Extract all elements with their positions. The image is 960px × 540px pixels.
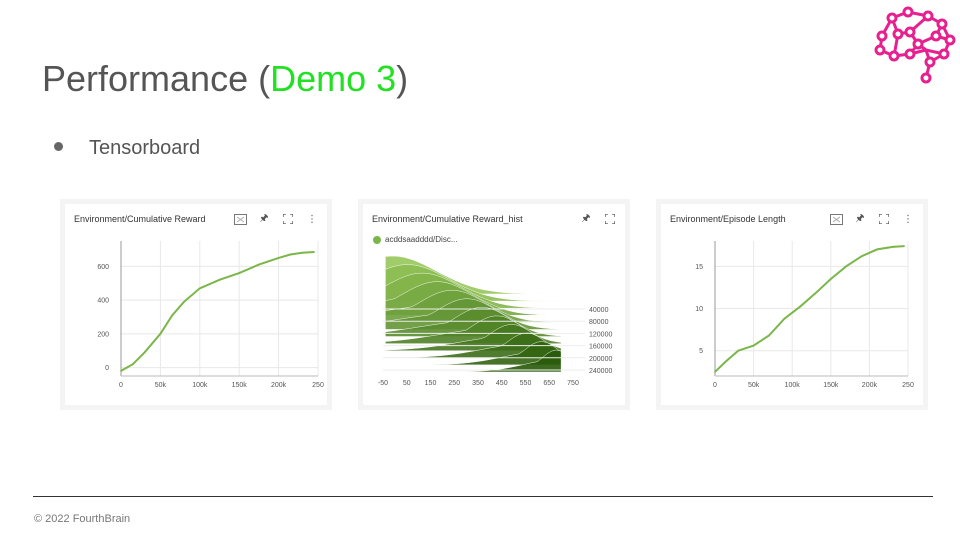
brain-logo-icon bbox=[874, 6, 956, 84]
footer-copyright: © 2022 FourthBrain bbox=[34, 513, 131, 525]
fit-icon[interactable] bbox=[829, 213, 843, 225]
data-point bbox=[830, 278, 832, 280]
data-point bbox=[876, 248, 878, 251]
x-tick-label: 550 bbox=[520, 380, 532, 387]
data-point bbox=[768, 334, 770, 337]
step-tick-label: 200000 bbox=[589, 356, 612, 363]
histogram-layer bbox=[385, 332, 562, 359]
data-point bbox=[301, 252, 304, 254]
title-main: Performance ( bbox=[42, 58, 271, 99]
chart-card-cumulative-reward: Environment/Cumulative Reward 🖈 ⋮ 0 50k 10… bbox=[60, 199, 332, 410]
x-tick-label: 150 bbox=[425, 380, 437, 387]
data-point bbox=[737, 349, 739, 352]
data-point bbox=[277, 257, 280, 259]
chart-card-episode-length: Environment/Episode Length 🖈 ⋮ 0 50k 100k 1… bbox=[656, 199, 928, 410]
line-chart-episode-length: 0 50k 100k 150k 200k 250 5 10 15 bbox=[695, 241, 914, 389]
x-tick-label: 100k bbox=[785, 382, 801, 389]
y-tick-label: 15 bbox=[695, 264, 703, 271]
y-tick-label: 600 bbox=[97, 264, 109, 271]
title-accent: Demo 3 bbox=[270, 58, 397, 99]
pin-icon[interactable]: 🖈 bbox=[855, 212, 865, 224]
card-title: Environment/Episode Length bbox=[670, 214, 786, 224]
data-point bbox=[783, 317, 786, 320]
data-point bbox=[171, 314, 174, 317]
line-chart-cumulative-reward: 0 50k 100k 150k 200k 250 0 200 400 600 bbox=[97, 241, 324, 389]
chart-legend[interactable]: acddsaadddd/Disc... bbox=[373, 235, 458, 244]
series-line bbox=[120, 251, 315, 372]
step-tick-label: 160000 bbox=[589, 344, 612, 351]
legend-dot-icon bbox=[373, 235, 381, 244]
fit-icon[interactable] bbox=[233, 213, 247, 225]
x-tick-label: 100k bbox=[192, 382, 208, 389]
y-tick-label: 10 bbox=[695, 306, 703, 313]
footer-divider bbox=[33, 496, 933, 497]
step-tick-label: 120000 bbox=[589, 331, 612, 338]
series-line bbox=[714, 245, 905, 373]
x-tick-label: 0 bbox=[119, 382, 123, 389]
data-point bbox=[313, 251, 315, 253]
data-point bbox=[132, 363, 134, 365]
x-tick-label: 50k bbox=[155, 382, 167, 389]
more-icon[interactable]: ⋮ bbox=[903, 213, 913, 225]
data-point bbox=[199, 287, 201, 290]
data-point bbox=[258, 263, 260, 266]
data-point bbox=[143, 351, 146, 354]
x-tick-label: 0 bbox=[713, 382, 717, 389]
x-tick-label: 50k bbox=[748, 382, 760, 389]
data-point bbox=[218, 279, 221, 281]
bullet-text: Tensorboard bbox=[89, 137, 201, 159]
x-tick-label: 200k bbox=[862, 382, 878, 389]
x-tick-label: 50 bbox=[403, 380, 411, 387]
x-tick-label: 150k bbox=[232, 382, 248, 389]
x-tick-label: 250 bbox=[448, 380, 460, 387]
data-point bbox=[891, 246, 894, 248]
x-tick-label: 250 bbox=[902, 382, 914, 389]
bullet-item: Tensorboard bbox=[54, 137, 200, 160]
data-point bbox=[159, 333, 162, 335]
step-tick-label: 80000 bbox=[589, 319, 609, 326]
step-tick-label: 240000 bbox=[589, 368, 612, 375]
data-point bbox=[799, 306, 801, 308]
data-point bbox=[289, 253, 292, 256]
title-close: ) bbox=[396, 58, 409, 99]
card-title: Environment/Cumulative Reward_hist bbox=[372, 214, 523, 224]
more-icon[interactable]: ⋮ bbox=[307, 213, 317, 225]
pin-icon[interactable]: 🖈 bbox=[581, 212, 591, 224]
x-tick-label: -50 bbox=[378, 380, 388, 387]
card-title: Environment/Cumulative Reward bbox=[74, 214, 206, 224]
legend-label: acddsaadddd/Disc... bbox=[385, 235, 458, 244]
data-point bbox=[860, 255, 863, 257]
x-tick-label: 200k bbox=[271, 382, 287, 389]
x-tick-label: 150k bbox=[823, 382, 839, 389]
data-point bbox=[725, 360, 728, 362]
y-tick-label: 0 bbox=[105, 365, 109, 372]
histogram-layer bbox=[385, 349, 562, 373]
x-tick-label: 350 bbox=[472, 380, 484, 387]
bullet-dot-icon bbox=[54, 142, 63, 152]
histogram-chart-reward: 40000 80000 120000 160000 200000 240000 -50 50 1… bbox=[378, 255, 612, 387]
y-tick-label: 200 bbox=[97, 331, 109, 338]
pin-icon[interactable]: 🖈 bbox=[259, 212, 269, 224]
x-tick-label: 650 bbox=[543, 380, 555, 387]
data-point bbox=[814, 292, 817, 295]
data-point bbox=[845, 265, 848, 268]
slide-title: Performance (Demo 3) bbox=[42, 58, 408, 100]
histogram-layer bbox=[385, 341, 562, 366]
data-point bbox=[714, 370, 716, 373]
data-point bbox=[183, 300, 185, 303]
chart-card-reward-hist: Environment/Cumulative Reward_hist 🖈 acd… bbox=[358, 199, 630, 410]
x-tick-label: 250 bbox=[312, 382, 324, 389]
x-tick-label: 750 bbox=[567, 380, 579, 387]
data-point bbox=[752, 344, 755, 347]
step-tick-label: 40000 bbox=[589, 307, 609, 314]
data-point bbox=[120, 370, 122, 372]
y-tick-label: 5 bbox=[699, 348, 703, 355]
data-point bbox=[238, 272, 240, 274]
data-point bbox=[903, 245, 905, 247]
x-tick-label: 450 bbox=[496, 380, 508, 387]
y-tick-label: 400 bbox=[97, 298, 109, 305]
